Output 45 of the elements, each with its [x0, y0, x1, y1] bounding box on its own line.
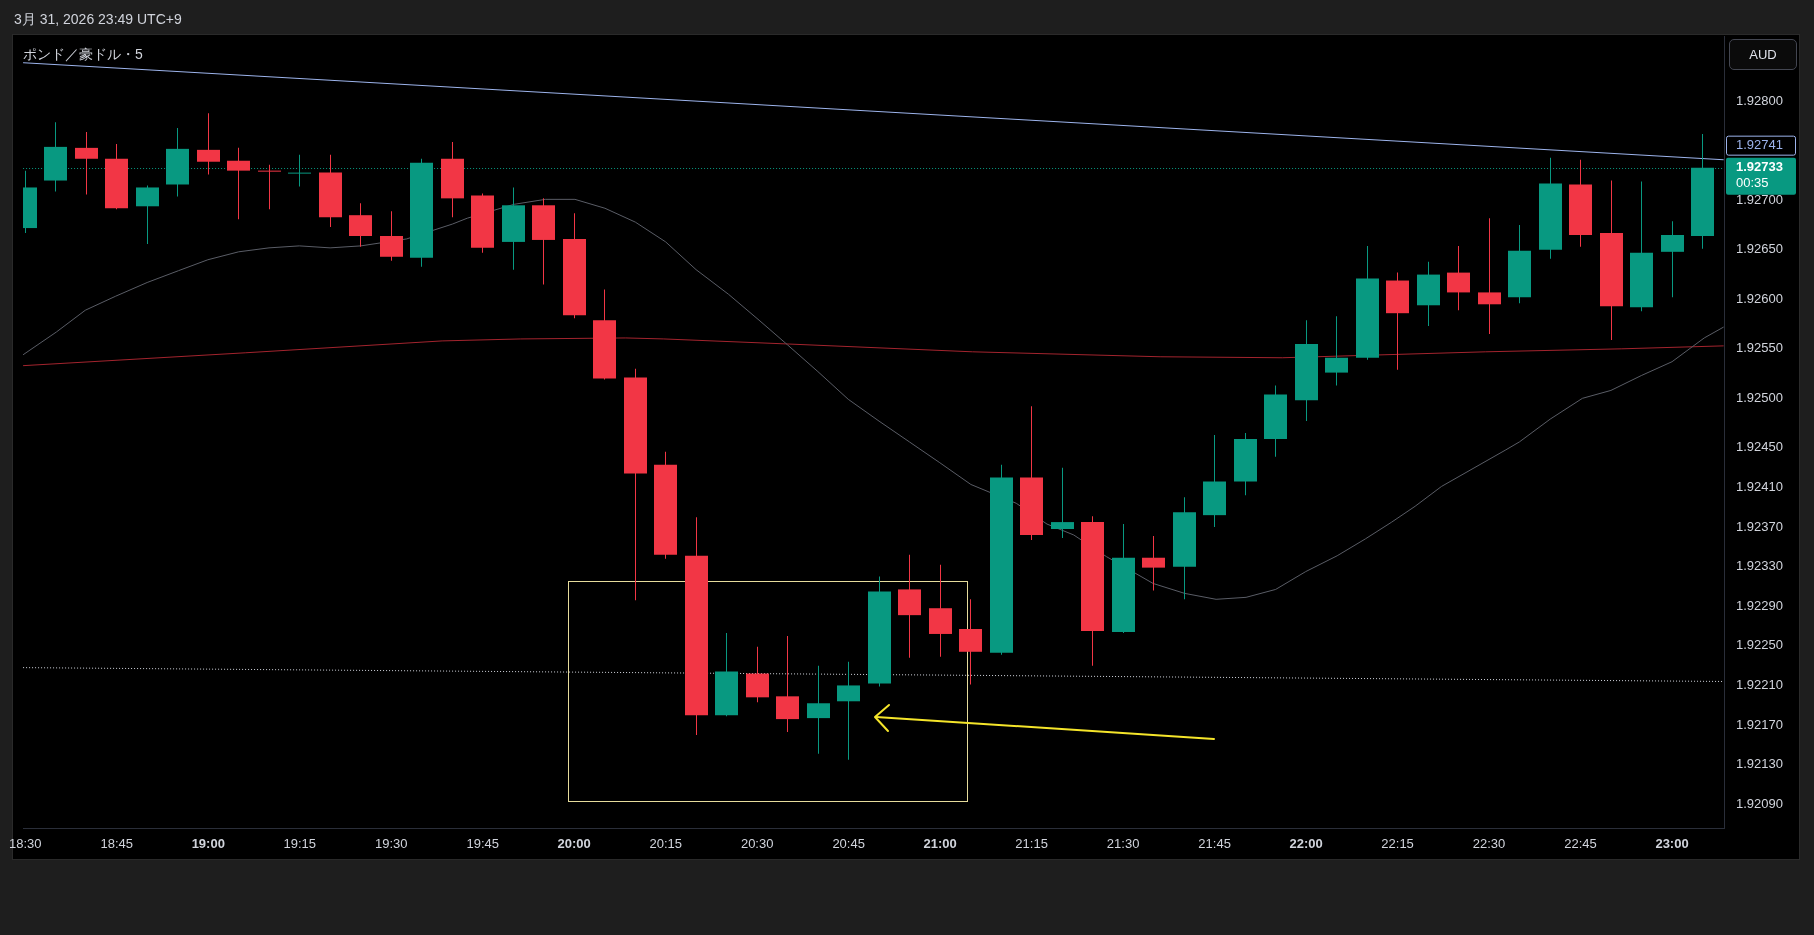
x-tick-label: 23:00 — [1655, 836, 1689, 852]
y-tick-label: 1.92170 — [1736, 716, 1783, 732]
x-tick-label: 22:00 — [1289, 836, 1323, 852]
text: 3月 31, 2026 23:49 UTC+9 — [14, 10, 182, 28]
y-tick-label: 1.92700 — [1736, 191, 1783, 207]
y-tick-label: 1.92500 — [1736, 389, 1783, 405]
y-tick-label: 1.92250 — [1736, 637, 1783, 653]
candlestick — [1478, 218, 1501, 334]
x-tick-label: 21:15 — [1015, 836, 1048, 852]
x-tick-label: 21:00 — [923, 836, 957, 852]
ref-line-label: 1.92733 — [1736, 159, 1783, 175]
currency-button: AUD — [1729, 39, 1797, 70]
y-tick-label: 1.92370 — [1736, 518, 1783, 534]
y-tick-label: 1.92090 — [1736, 795, 1783, 811]
x-tick-label: 19:30 — [374, 836, 408, 852]
x-tick-label: 22:30 — [1472, 836, 1506, 852]
candlestick — [1051, 467, 1074, 538]
y-tick-label: 1.92600 — [1736, 290, 1783, 306]
x-tick-label: 20:45 — [832, 836, 865, 852]
x-tick-label: 20:30 — [740, 836, 774, 852]
y-tick-label: 1.92450 — [1736, 439, 1783, 455]
x-tick-label: 21:45 — [1198, 836, 1231, 852]
x-tick-label: 20:15 — [649, 836, 682, 852]
x-tick-label: 22:15 — [1381, 836, 1414, 852]
x-tick-label: 21:30 — [1106, 836, 1140, 852]
x-tick-label: 19:15 — [283, 836, 317, 852]
x-tick-label: 20:00 — [557, 836, 591, 852]
text: ポンド／豪ドル・5 — [23, 45, 143, 63]
y-tick-label: 1.92650 — [1736, 241, 1783, 257]
y-tick-label: 1.92330 — [1736, 558, 1783, 574]
text: 00:35 — [1736, 175, 1769, 191]
x-tick-label: 19:45 — [466, 836, 499, 852]
y-tick-label: 1.92550 — [1736, 340, 1783, 356]
data-label: 1.92741 — [1736, 137, 1783, 153]
y-tick-label: 1.92800 — [1736, 92, 1783, 108]
x-tick-label: 19:00 — [191, 836, 225, 852]
y-tick-label: 1.92290 — [1736, 597, 1783, 613]
x-tick-label: 18:30 — [9, 836, 42, 852]
x-tick-label: 18:45 — [100, 836, 134, 852]
y-tick-label: 1.92210 — [1736, 677, 1783, 693]
x-tick-label: 22:45 — [1564, 836, 1597, 852]
y-tick-label: 1.92410 — [1736, 479, 1783, 495]
candlestick — [258, 164, 281, 210]
y-tick-label: 1.92130 — [1736, 756, 1783, 772]
candlestick — [288, 154, 311, 187]
